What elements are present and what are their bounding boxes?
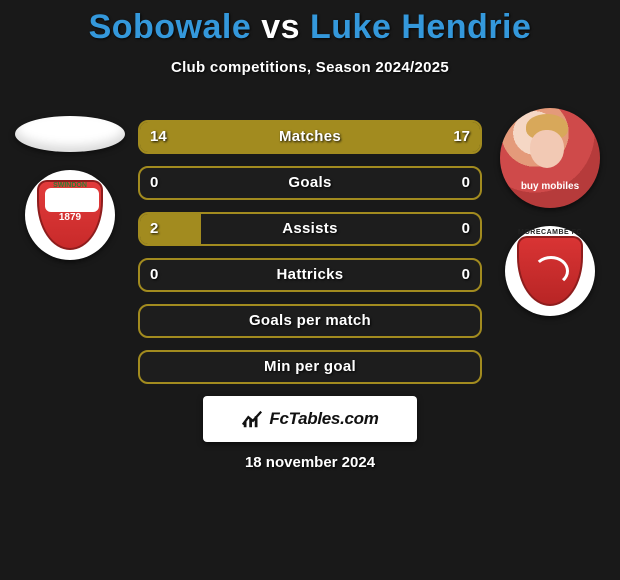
stat-label: Goals per match (140, 306, 480, 336)
chart-icon (241, 408, 263, 430)
subtitle: Club competitions, Season 2024/2025 (0, 59, 620, 76)
date-line: 18 november 2024 (0, 454, 620, 471)
badge-top-text: MORECAMBE FC (505, 229, 595, 236)
brand-text: FcTables.com (269, 409, 378, 429)
stat-row: 20Assists (138, 212, 482, 246)
stat-label: Matches (140, 122, 480, 152)
title-vs: vs (261, 8, 300, 46)
player-right-avatar: buy mobiles (500, 108, 600, 208)
stat-label: Hattricks (140, 260, 480, 290)
stat-row: Min per goal (138, 350, 482, 384)
badge-year: 1879 (25, 212, 115, 223)
brand-badge[interactable]: FcTables.com (203, 396, 417, 442)
right-club-badge: MORECAMBE FC (505, 226, 595, 316)
left-club-badge: SWINDON 1879 (25, 170, 115, 260)
stats-bars: 1417Matches 00Goals 20Assists 00Hattricks Go… (138, 120, 482, 396)
stat-row: 1417Matches (138, 120, 482, 154)
stat-row: Goals per match (138, 304, 482, 338)
stat-label: Goals (140, 168, 480, 198)
stat-label: Min per goal (140, 352, 480, 382)
left-player-column: SWINDON 1879 (10, 108, 130, 260)
stat-row: 00Hattricks (138, 258, 482, 292)
right-player-column: buy mobiles MORECAMBE FC (490, 108, 610, 316)
player-left-avatar (15, 116, 125, 152)
title-player2: Luke Hendrie (310, 8, 531, 46)
kit-sponsor: buy mobiles (500, 181, 600, 192)
stat-label: Assists (140, 214, 480, 244)
shrimp-icon (533, 256, 569, 286)
avatar-face (530, 130, 564, 168)
badge-top-text: SWINDON (25, 182, 115, 189)
title-player1: Sobowale (89, 8, 252, 46)
page-title: Sobowale vs Luke Hendrie (0, 0, 620, 47)
stat-row: 00Goals (138, 166, 482, 200)
